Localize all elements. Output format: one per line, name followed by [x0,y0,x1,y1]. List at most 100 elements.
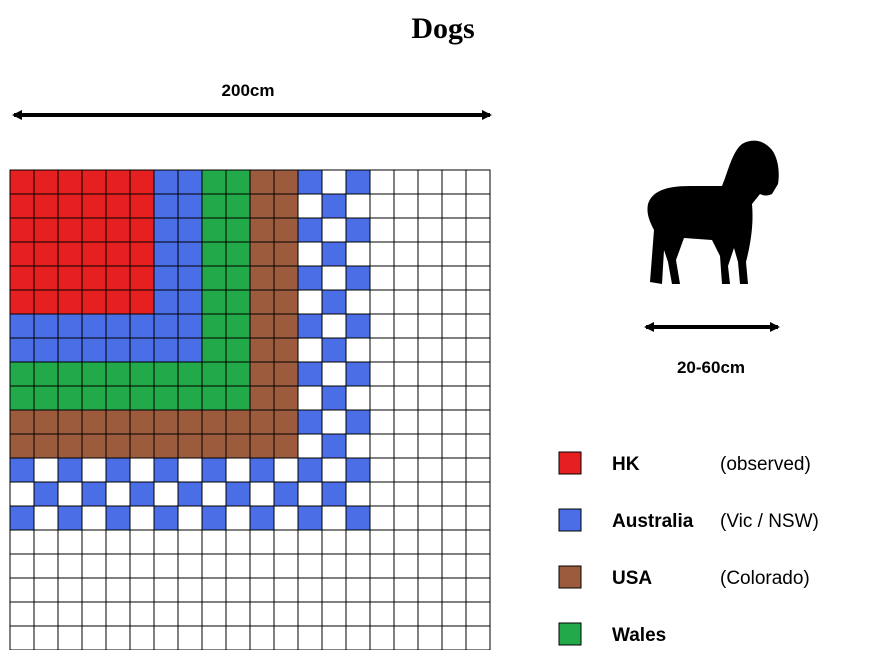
grid-cell [417,169,443,195]
grid-cell [441,193,467,219]
grid-cell [153,241,179,267]
grid-cell [369,169,395,195]
grid-cell [129,457,155,483]
grid-cell [177,553,203,579]
grid-cell [345,601,371,627]
grid-cell [201,169,227,195]
grid-cell [57,193,83,219]
grid-cell [393,193,419,219]
grid-cell [297,385,323,411]
grid-cell [297,289,323,315]
grid-cell [465,169,491,195]
grid-cell [273,481,299,507]
grid-cell [153,361,179,387]
grid-cell [105,337,131,363]
grid-cell [249,505,275,531]
grid-cell [345,265,371,291]
grid-cell [297,601,323,627]
grid-cell [465,433,491,459]
grid-cell [177,625,203,650]
grid-cell [153,505,179,531]
grid-cell [9,529,35,555]
grid-cell [9,433,35,459]
grid-cell [249,169,275,195]
grid-cell [81,265,107,291]
grid-cell [273,193,299,219]
grid-cell [225,433,251,459]
grid-cell [81,433,107,459]
grid-cell [57,505,83,531]
grid-cell [417,265,443,291]
grid-cell [177,433,203,459]
grid-cell [225,625,251,650]
grid-cell [297,457,323,483]
grid-cell [9,553,35,579]
grid-cell [393,169,419,195]
grid-cell [225,385,251,411]
grid-cell [81,601,107,627]
grid-cell [321,265,347,291]
grid-cell [273,361,299,387]
grid-cell [273,577,299,603]
grid-cell [249,337,275,363]
grid-cell [201,553,227,579]
grid-cell [393,289,419,315]
grid-cell [465,265,491,291]
grid-cell [57,433,83,459]
grid-cell [465,529,491,555]
grid-cell [177,313,203,339]
grid-cell [105,217,131,243]
grid-cell [441,433,467,459]
grid-cell [393,337,419,363]
grid-cell [129,385,155,411]
grid-cell [393,505,419,531]
legend-name: USA [612,568,652,589]
grid-cell [345,577,371,603]
grid-cell [465,241,491,267]
grid-cell [345,385,371,411]
grid-cell [201,505,227,531]
grid-cell [297,433,323,459]
grid-cell [441,553,467,579]
grid-cell [105,529,131,555]
grid-cell [177,265,203,291]
grid-cell [249,289,275,315]
grid-cell [225,601,251,627]
grid-cell [441,577,467,603]
grid-cell [81,409,107,435]
grid-cell [225,409,251,435]
grid-cell [225,289,251,315]
grid-cell [177,289,203,315]
grid-cell [465,337,491,363]
grid-cell [201,529,227,555]
grid-cell [465,457,491,483]
grid-cell [441,409,467,435]
grid-cell [9,265,35,291]
grid-cell [129,577,155,603]
grid-cell [249,313,275,339]
grid-cell [249,361,275,387]
grid-cell [417,193,443,219]
grid-cell [33,481,59,507]
grid-cell [201,625,227,650]
grid-cell [9,625,35,650]
grid-cell [321,385,347,411]
grid-cell [465,481,491,507]
grid-cell [417,241,443,267]
legend-swatch [558,622,582,646]
grid-cell [345,505,371,531]
grid-cell [105,625,131,650]
grid-cell [465,361,491,387]
grid-cell [345,313,371,339]
grid-cell [297,313,323,339]
grid-cell [81,217,107,243]
grid-cell [369,217,395,243]
grid-cell [153,385,179,411]
grid-cell [81,625,107,650]
grid-cell [393,385,419,411]
grid-cell [81,313,107,339]
grid-cell [129,361,155,387]
grid-cell [249,217,275,243]
grid-cell [417,529,443,555]
grid-cell [345,481,371,507]
